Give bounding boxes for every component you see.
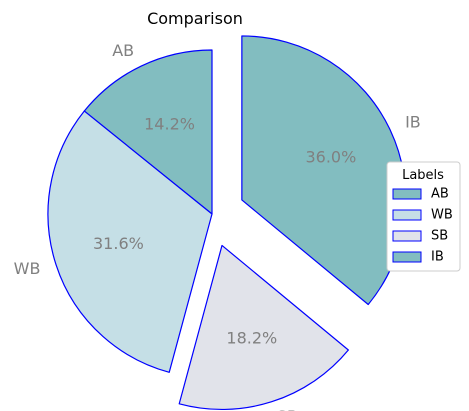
legend-swatch-ib	[392, 251, 422, 263]
pie-slice-ab	[83, 49, 213, 215]
chart-title: Comparison	[147, 9, 243, 28]
category-labels: AB WB SB IB	[14, 41, 421, 411]
pie-slice-ib	[241, 35, 407, 306]
percentage-label-sb: 18.2%	[226, 329, 277, 348]
category-label-ab: AB	[112, 41, 134, 60]
legend-label-sb: SB	[431, 229, 448, 244]
legend-swatch-wb	[392, 209, 422, 221]
legend-label-ib: IB	[431, 250, 444, 265]
pie-slice-sb	[178, 244, 349, 411]
category-label-wb: WB	[14, 259, 41, 278]
pie-slices	[47, 35, 407, 411]
pie-slice-wb	[47, 110, 213, 373]
percentage-labels: 14.2% 31.6% 18.2% 36.0%	[93, 115, 356, 348]
legend-label-ab: AB	[431, 187, 449, 202]
legend-title: Labels	[402, 168, 444, 183]
percentage-label-ib: 36.0%	[305, 148, 356, 167]
legend: Labels AB WB SB IB	[386, 161, 461, 272]
legend-swatch-ab	[392, 188, 422, 200]
legend-items: AB WB SB IB	[392, 187, 453, 265]
legend-swatch-sb	[392, 230, 422, 242]
percentage-label-wb: 31.6%	[93, 234, 144, 253]
percentage-label-ab: 14.2%	[144, 115, 195, 134]
category-label-ib: IB	[405, 113, 421, 132]
category-label-sb: SB	[277, 407, 298, 411]
legend-label-wb: WB	[431, 208, 453, 223]
